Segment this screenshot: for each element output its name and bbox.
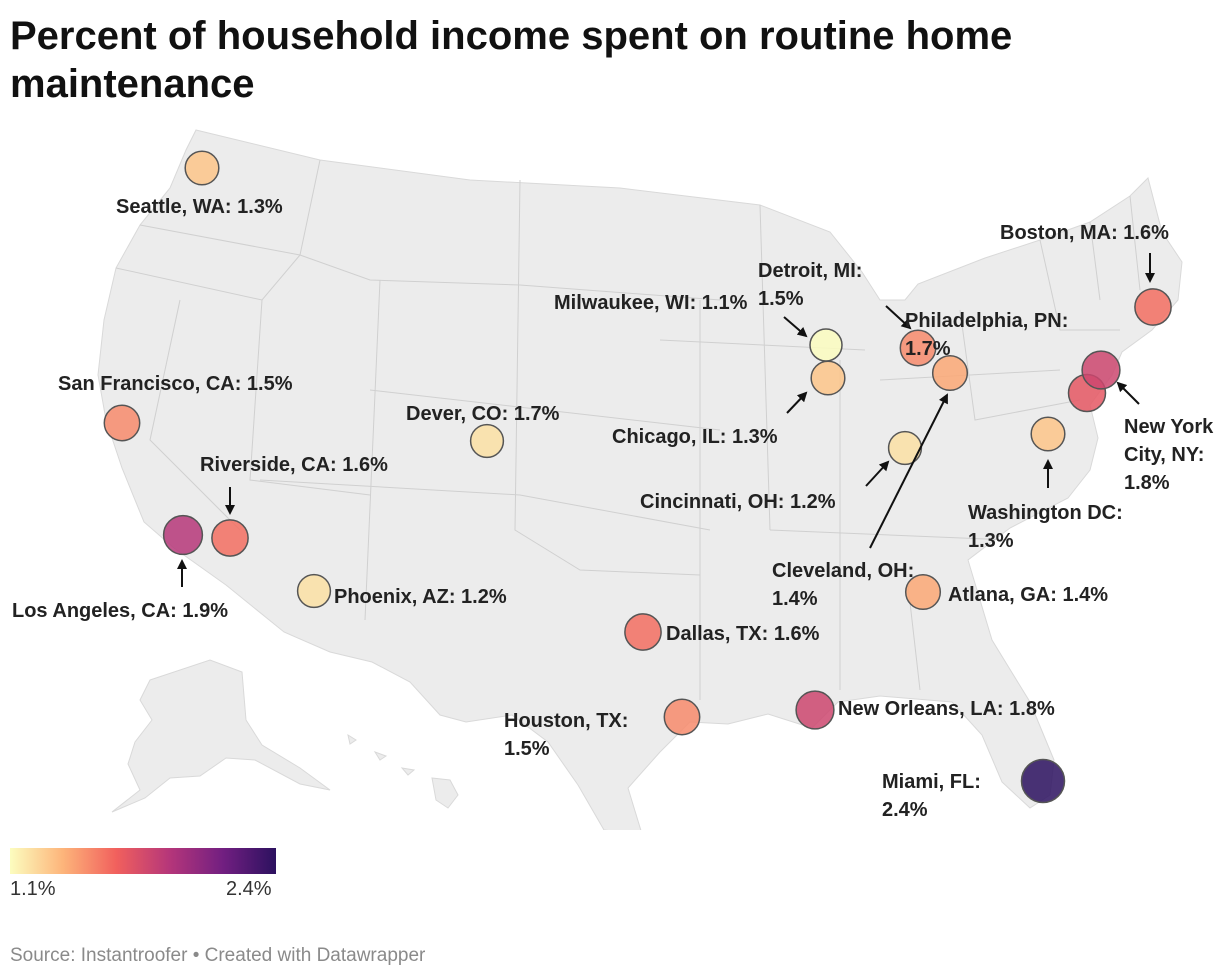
city-marker-new-york[interactable] <box>1081 350 1121 390</box>
chart-title: Percent of household income spent on rou… <box>10 14 1013 106</box>
city-marker-atlanta[interactable] <box>904 573 942 611</box>
city-label-los-angeles: Los Angeles, CA: 1.9% <box>12 600 228 622</box>
city-label-houston: Houston, TX: 1.5% <box>504 710 628 760</box>
city-marker-houston[interactable] <box>663 698 701 736</box>
city-marker-riverside[interactable] <box>211 519 249 557</box>
us-map: Seattle, WA: 1.3% San Francisco, CA: 1.5%… <box>12 129 1214 830</box>
label-arrow-chicago <box>786 391 808 414</box>
city-label-san-francisco: San Francisco, CA: 1.5% <box>58 373 293 395</box>
city-marker-seattle[interactable] <box>184 150 220 186</box>
city-marker-san-francisco[interactable] <box>103 404 141 442</box>
hawaii-shape <box>347 733 459 809</box>
city-marker-milwaukee[interactable] <box>809 328 843 362</box>
city-label-new-york: New York City, NY: 1.8% <box>1124 416 1214 494</box>
city-label-philadelphia: Philadelphia, PN: 1.7% <box>905 310 1068 360</box>
city-marker-chicago[interactable] <box>810 360 846 396</box>
city-label-riverside: Riverside, CA: 1.6% <box>200 454 388 476</box>
city-label-denver: Dever, CO: 1.7% <box>406 403 560 425</box>
legend-min-label: 1.1% <box>10 878 56 900</box>
city-label-chicago: Chicago, IL: 1.3% <box>612 426 778 448</box>
city-label-seattle: Seattle, WA: 1.3% <box>116 196 283 218</box>
city-marker-washington-dc[interactable] <box>1030 416 1066 452</box>
city-marker-cincinnati[interactable] <box>887 430 923 466</box>
city-marker-los-angeles[interactable] <box>162 514 204 556</box>
city-label-milwaukee: Milwaukee, WI: 1.1% <box>554 292 748 314</box>
city-marker-phoenix[interactable] <box>296 573 332 609</box>
label-arrow-cleveland <box>869 393 948 549</box>
color-legend: 1.1% 2.4% <box>10 848 276 900</box>
city-marker-boston[interactable] <box>1134 288 1172 326</box>
label-arrow-cincinnati <box>865 460 890 487</box>
label-arrow-new-york <box>1116 381 1140 405</box>
city-label-atlanta: Atlana, GA: 1.4% <box>948 584 1108 606</box>
city-marker-denver[interactable] <box>469 423 505 459</box>
label-arrows <box>177 253 1155 587</box>
alaska-shape <box>111 659 331 813</box>
city-label-dallas: Dallas, TX: 1.6% <box>666 623 820 645</box>
state-borders <box>115 159 1141 700</box>
city-marker-new-orleans[interactable] <box>795 690 835 730</box>
source-note: Source: Instantroofer • Created with Dat… <box>10 945 426 966</box>
city-labels: Seattle, WA: 1.3% San Francisco, CA: 1.5%… <box>12 196 1214 821</box>
city-label-cincinnati: Cincinnati, OH: 1.2% <box>640 491 836 513</box>
city-marker-detroit[interactable] <box>899 329 937 367</box>
city-marker-miami[interactable] <box>1020 758 1066 804</box>
city-label-miami: Miami, FL: 2.4% <box>882 771 981 821</box>
city-symbols <box>103 150 1172 804</box>
city-label-detroit: Detroit, MI: 1.5% <box>758 260 862 310</box>
label-arrow-detroit <box>885 305 912 330</box>
city-marker-dallas[interactable] <box>624 613 662 651</box>
legend-max-label: 2.4% <box>226 878 272 900</box>
city-label-cleveland: Cleveland, OH: 1.4% <box>772 560 914 610</box>
label-arrow-milwaukee <box>783 316 808 338</box>
city-label-new-orleans: New Orleans, LA: 1.8% <box>838 698 1055 720</box>
city-label-phoenix: Phoenix, AZ: 1.2% <box>334 586 507 608</box>
contiguous-us-shape <box>97 129 1183 830</box>
city-label-washington-dc: Washington DC: 1.3% <box>968 502 1123 552</box>
city-marker-cleveland[interactable] <box>931 354 969 392</box>
city-label-boston: Boston, MA: 1.6% <box>1000 222 1169 244</box>
legend-gradient <box>10 848 276 874</box>
land-layer <box>97 129 1183 830</box>
